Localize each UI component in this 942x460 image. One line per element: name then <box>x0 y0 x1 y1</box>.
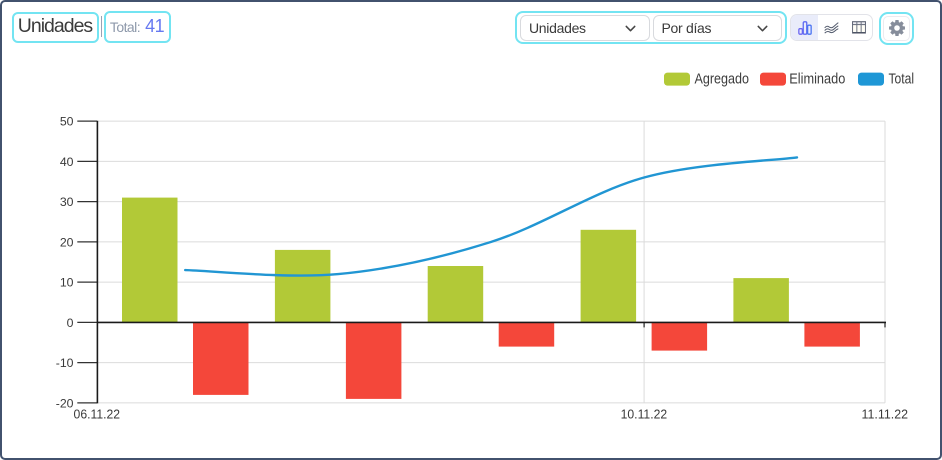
svg-text:30: 30 <box>60 195 74 209</box>
svg-text:10.11.22: 10.11.22 <box>621 407 668 421</box>
svg-text:Eliminado: Eliminado <box>789 72 845 88</box>
svg-text:0: 0 <box>67 316 74 330</box>
svg-text:Total: Total <box>889 72 915 88</box>
svg-text:20: 20 <box>60 235 74 249</box>
svg-text:-10: -10 <box>56 356 74 370</box>
svg-text:Agregado: Agregado <box>695 72 750 88</box>
svg-text:11.11.22: 11.11.22 <box>862 407 909 421</box>
svg-text:40: 40 <box>60 155 74 169</box>
svg-text:-20: -20 <box>56 396 74 410</box>
svg-text:06.11.22: 06.11.22 <box>74 407 121 421</box>
svg-text:50: 50 <box>60 115 74 129</box>
svg-text:10: 10 <box>60 276 74 290</box>
